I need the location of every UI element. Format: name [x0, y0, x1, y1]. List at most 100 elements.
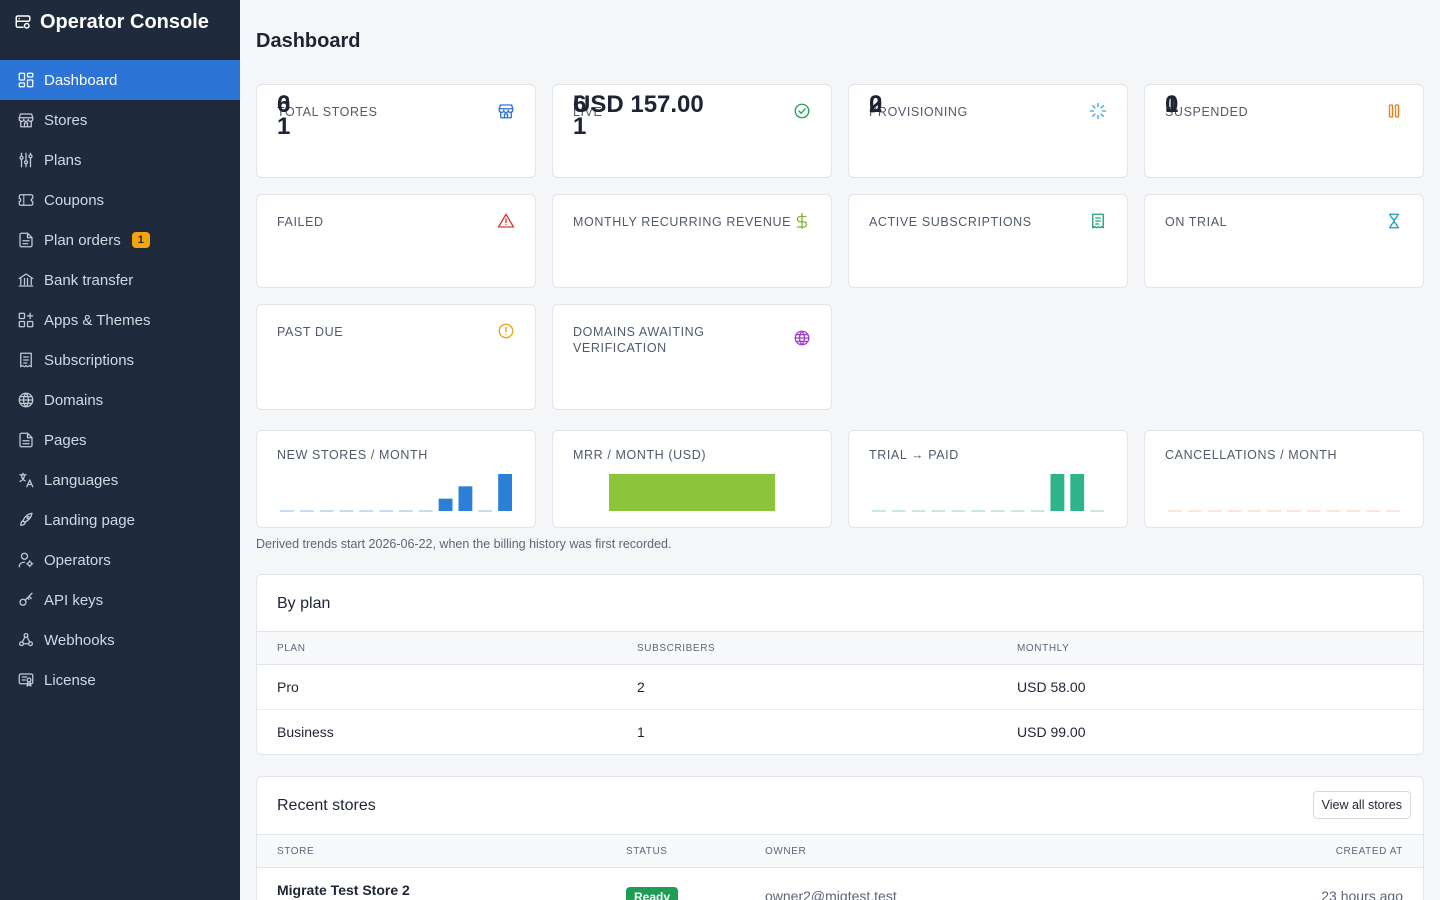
stat-card-failed[interactable]: FAILED 0: [256, 91, 536, 288]
stat-value: 0: [869, 91, 883, 118]
trend-card-new-stores-month[interactable]: NEW STORES / MONTH: [256, 430, 536, 528]
rocket-icon: [20, 512, 33, 526]
stat-card-on-trial[interactable]: ON TRIAL 1: [1144, 91, 1424, 288]
stat-card-total-stores[interactable]: TOTAL STORES 6: [256, 84, 536, 178]
brand[interactable]: Operator Console: [0, 0, 240, 44]
trend-card-trial-paid[interactable]: TRIAL → PAID: [848, 430, 1128, 528]
column-header-plan[interactable]: PLAN: [257, 631, 637, 665]
sidebar-item-license[interactable]: License: [0, 660, 240, 700]
column-header-created-at[interactable]: CREATED AT: [1136, 834, 1423, 868]
trend-bar: [609, 474, 775, 511]
column-header-store[interactable]: STORE: [257, 834, 626, 868]
by-plan-title: By plan: [277, 595, 331, 612]
trend-bar: [438, 498, 453, 511]
sidebar-item-languages[interactable]: Languages: [0, 460, 240, 500]
store-owner: owner2@migtest.test: [765, 867, 1137, 900]
stat-label: PAST DUE: [277, 325, 344, 339]
stat-value: 6: [277, 91, 291, 118]
sidebar-item-label: Dashboard: [44, 71, 118, 89]
sidebar-item-coupons[interactable]: Coupons: [0, 180, 240, 220]
store-status-cell: Ready: [626, 867, 765, 900]
stat-value: 1: [277, 113, 291, 140]
page-icon: [19, 432, 33, 448]
sidebar-item-label: API keys: [44, 591, 104, 609]
sidebar-item-label: Bank transfer: [44, 271, 134, 289]
sidebar-item-subscriptions[interactable]: Subscriptions: [0, 340, 240, 380]
trend-sparkline: [280, 474, 512, 512]
table-row[interactable]: Pro 2 USD 58.00: [257, 664, 1423, 710]
stat-card-monthly-recurring-revenue[interactable]: MONTHLY RECURRING REVENUE USD 157.00: [552, 91, 832, 288]
sidebar-item-domains[interactable]: Domains: [0, 380, 240, 420]
stat-card-domains-awaiting-verification[interactable]: DOMAINS AWAITING VERIFICATION 1: [552, 113, 832, 410]
sidebar-item-label: Plan orders: [44, 231, 121, 249]
receipt-icon: [1092, 213, 1104, 229]
stat-value: 1: [573, 113, 587, 140]
alert-circle-icon: [498, 323, 514, 339]
stat-card-past-due[interactable]: PAST DUE 1: [256, 113, 536, 410]
sidebar-item-label: Subscriptions: [44, 351, 135, 369]
sidebar-item-label: Stores: [44, 111, 88, 129]
stat-label: MONTHLY RECURRING REVENUE: [573, 215, 792, 229]
stat-card-suspended[interactable]: SUSPENDED 0: [1144, 84, 1424, 178]
key-icon: [19, 592, 33, 606]
trend-label: CANCELLATIONS / MONTH: [1165, 448, 1338, 462]
column-header-subscribers[interactable]: SUBSCRIBERS: [637, 631, 1017, 665]
check-circle-icon: [794, 103, 810, 119]
stat-card-live[interactable]: LIVE 6: [552, 84, 832, 178]
sidebar-item-plans[interactable]: Plans: [0, 140, 240, 180]
sidebar-item-api-keys[interactable]: API keys: [0, 580, 240, 620]
page-title: Dashboard: [256, 30, 361, 52]
table-row[interactable]: Migrate Test Store 2 Ready owner2@migtes…: [257, 867, 1423, 900]
stat-card-active-subscriptions[interactable]: ACTIVE SUBSCRIPTIONS 2: [848, 91, 1128, 288]
receipt-icon: [20, 352, 32, 368]
by-plan-table: PLAN SUBSCRIBERS MONTHLY Pro 2 USD 58.00…: [257, 631, 1423, 755]
stat-label: ON TRIAL: [1165, 215, 1228, 229]
bank-icon: [18, 273, 34, 287]
stat-card-provisioning[interactable]: PROVISIONING 0: [848, 84, 1128, 178]
trend-card-cancellations-month[interactable]: CANCELLATIONS / MONTH: [1144, 430, 1424, 528]
translate-icon: [19, 472, 34, 488]
sidebar-item-plan-orders[interactable]: Plan orders 1: [0, 220, 240, 260]
sidebar-item-label: Landing page: [44, 511, 135, 529]
license-icon: [18, 673, 34, 687]
table-row[interactable]: Business 1 USD 99.00: [257, 710, 1423, 755]
sidebar-item-stores[interactable]: Stores: [0, 100, 240, 140]
sidebar-item-apps-themes[interactable]: Apps & Themes: [0, 300, 240, 340]
sidebar-item-label: Languages: [44, 471, 119, 489]
view-all-stores-button[interactable]: View all stores: [1312, 791, 1411, 819]
sidebar: Operator Console Dashboard Stores Plans Cou…: [0, 0, 240, 900]
column-header-monthly[interactable]: MONTHLY: [1017, 631, 1423, 665]
sidebar-item-webhooks[interactable]: Webhooks: [0, 620, 240, 660]
plan-monthly: USD 58.00: [1017, 664, 1423, 710]
stat-value: 6: [573, 91, 587, 118]
stat-label: ACTIVE SUBSCRIPTIONS: [869, 215, 1032, 229]
globe-icon: [794, 330, 810, 346]
sidebar-item-pages[interactable]: Pages: [0, 420, 240, 460]
column-header-status[interactable]: STATUS: [626, 834, 765, 868]
dollar-icon: [796, 212, 808, 230]
sidebar-item-operators[interactable]: Operators: [0, 540, 240, 580]
stat-value: 0: [1165, 91, 1179, 118]
plan-orders-count-badge: 1: [131, 232, 150, 248]
recent-stores-table: STORE STATUS OWNER CREATED AT Migrate Te…: [257, 834, 1423, 900]
column-header-owner[interactable]: OWNER: [765, 834, 1137, 868]
sliders-icon: [19, 152, 33, 168]
stat-label: PROVISIONING: [869, 105, 968, 119]
stat-value: 0: [277, 91, 291, 118]
trends-note: Derived trends start 2026-06-22, when th…: [256, 537, 672, 551]
stat-label: SUSPENDED: [1165, 105, 1249, 119]
sidebar-item-label: Pages: [44, 431, 87, 449]
warning-icon: [497, 213, 515, 228]
trend-label: NEW STORES / MONTH: [277, 448, 428, 462]
trend-card-mrr-month-usd[interactable]: MRR / MONTH (USD): [552, 430, 832, 528]
store-name[interactable]: Migrate Test Store 2: [257, 867, 626, 900]
sidebar-item-bank-transfer[interactable]: Bank transfer: [0, 260, 240, 300]
status-badge: Ready: [626, 887, 679, 900]
user-cog-icon: [18, 552, 34, 568]
trend-bar: [498, 474, 512, 511]
sidebar-item-landing-page[interactable]: Landing page: [0, 500, 240, 540]
plan-subscribers: 2: [637, 664, 1017, 710]
hourglass-icon: [1388, 213, 1400, 229]
console-logo-icon: [15, 15, 31, 29]
sidebar-item-dashboard[interactable]: Dashboard: [0, 60, 240, 100]
